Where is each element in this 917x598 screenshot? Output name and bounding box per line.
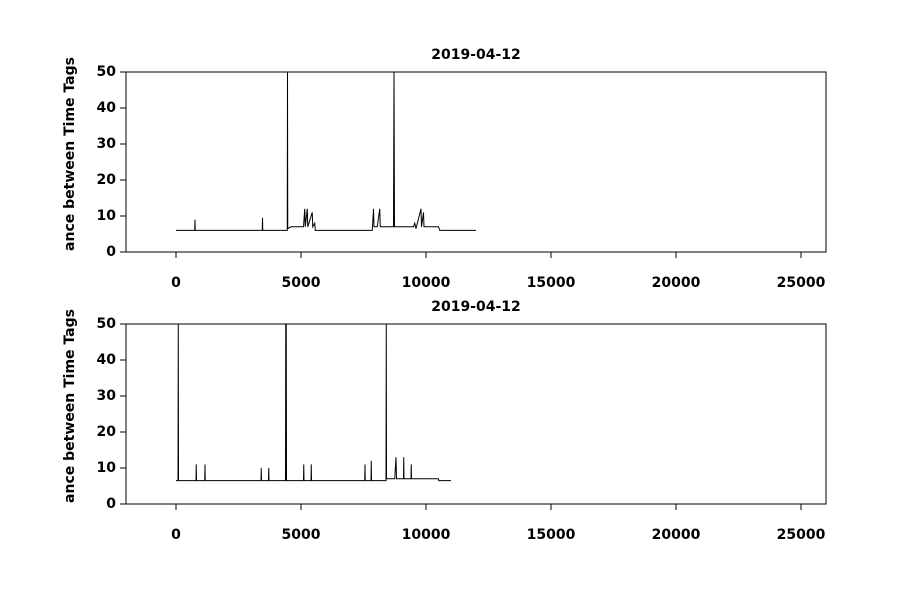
x-tick-label: 25000 bbox=[777, 527, 826, 543]
x-tick-label: 20000 bbox=[652, 527, 701, 543]
x-tick-label: 10000 bbox=[402, 275, 451, 291]
y-axis-label: ance between Time Tags bbox=[62, 57, 78, 251]
y-tick-label: 0 bbox=[106, 244, 116, 260]
y-tick-label: 10 bbox=[97, 460, 117, 476]
x-tick-label: 0 bbox=[171, 275, 181, 291]
x-tick-label: 25000 bbox=[777, 275, 826, 291]
plot-frame bbox=[125, 323, 827, 505]
y-tick-label: 40 bbox=[97, 100, 117, 116]
x-tick-label: 15000 bbox=[527, 275, 576, 291]
y-tick-label: 50 bbox=[97, 316, 117, 332]
x-tick-label: 5000 bbox=[282, 275, 321, 291]
chart-title: 2019-04-12 bbox=[431, 299, 521, 315]
y-tick-label: 50 bbox=[97, 64, 117, 80]
y-tick-label: 0 bbox=[106, 496, 116, 512]
chart-title: 2019-04-12 bbox=[431, 47, 521, 63]
y-axis-label: ance between Time Tags bbox=[62, 309, 78, 503]
x-tick-label: 5000 bbox=[282, 527, 321, 543]
plot-frame bbox=[125, 71, 827, 253]
x-tick-label: 20000 bbox=[652, 275, 701, 291]
x-tick-label: 10000 bbox=[402, 527, 451, 543]
y-tick-label: 30 bbox=[97, 136, 117, 152]
y-tick-label: 20 bbox=[97, 424, 117, 440]
y-tick-label: 30 bbox=[97, 388, 117, 404]
y-tick-label: 40 bbox=[97, 352, 117, 368]
data-line bbox=[176, 71, 476, 231]
y-tick-label: 20 bbox=[97, 172, 117, 188]
x-tick-label: 15000 bbox=[527, 527, 576, 543]
data-line bbox=[176, 323, 451, 482]
y-tick-label: 10 bbox=[97, 208, 117, 224]
x-tick-label: 0 bbox=[171, 527, 181, 543]
